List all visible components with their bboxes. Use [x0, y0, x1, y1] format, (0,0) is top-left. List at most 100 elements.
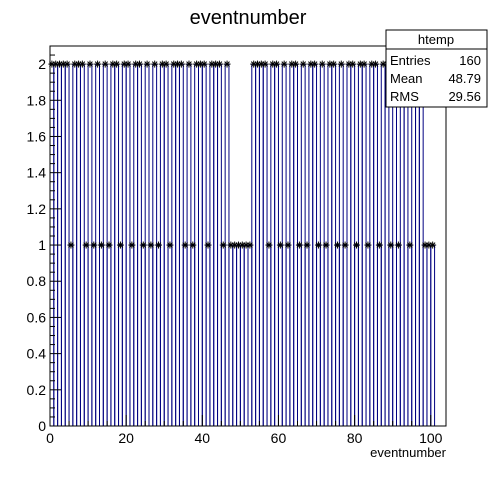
- data-point-marker: [67, 241, 75, 249]
- marker-stroke: [106, 242, 112, 248]
- marker-stroke: [220, 242, 227, 248]
- data-point-marker: [292, 60, 300, 68]
- data-point-marker: [280, 60, 288, 68]
- y-tick-label: 2: [38, 56, 46, 72]
- data-point-marker: [353, 241, 361, 249]
- marker-stroke: [429, 242, 436, 248]
- data-point-marker: [97, 241, 105, 249]
- marker-stroke: [117, 242, 124, 248]
- data-point-marker: [113, 60, 121, 68]
- marker-stroke: [182, 242, 188, 248]
- marker-stroke: [98, 242, 105, 248]
- marker-stroke: [205, 242, 211, 248]
- data-point-marker: [155, 241, 163, 249]
- marker-stroke: [87, 61, 93, 67]
- data-point-marker: [330, 60, 338, 68]
- marker-stroke: [387, 242, 394, 248]
- marker-stroke: [151, 61, 158, 67]
- marker-stroke: [372, 61, 379, 67]
- data-point-marker: [265, 241, 273, 249]
- marker-stroke: [338, 61, 345, 67]
- data-point-marker: [318, 60, 326, 68]
- marker-stroke: [64, 61, 70, 67]
- data-point-marker: [181, 241, 189, 249]
- marker-stroke: [292, 61, 299, 67]
- marker-stroke: [273, 61, 280, 67]
- data-point-marker: [429, 241, 437, 249]
- stats-rms-value: 29.56: [448, 89, 481, 104]
- data-point-marker: [341, 241, 349, 249]
- marker-stroke: [216, 61, 223, 67]
- marker-stroke: [102, 61, 109, 67]
- y-tick-label: 1.6: [27, 128, 47, 144]
- marker-stroke: [342, 242, 348, 248]
- marker-stroke: [94, 61, 101, 67]
- marker-stroke: [140, 242, 147, 248]
- marker-stroke: [113, 61, 120, 67]
- x-tick-label: 0: [46, 430, 54, 446]
- marker-stroke: [349, 61, 356, 67]
- data-point-marker: [261, 60, 269, 68]
- marker-stroke: [395, 242, 402, 248]
- data-point-marker: [185, 60, 193, 68]
- marker-stroke: [79, 61, 86, 67]
- marker-stroke: [125, 61, 131, 67]
- stats-entries-value: 160: [459, 53, 481, 68]
- marker-stroke: [83, 242, 89, 248]
- data-point-marker: [375, 241, 383, 249]
- data-point-marker: [90, 241, 98, 249]
- data-point-marker: [349, 60, 357, 68]
- marker-stroke: [189, 242, 196, 248]
- marker-stroke: [315, 242, 322, 248]
- data-point-marker: [177, 60, 185, 68]
- data-point-marker: [82, 241, 90, 249]
- marker-stroke: [247, 242, 253, 248]
- data-point-marker: [128, 241, 136, 249]
- data-point-marker: [204, 241, 212, 249]
- y-tick-label: 0: [38, 418, 46, 434]
- data-point-marker: [284, 241, 292, 249]
- data-point-marker: [215, 60, 223, 68]
- marker-stroke: [129, 242, 135, 248]
- data-point-marker: [143, 60, 151, 68]
- stats-entries-label: Entries: [390, 53, 431, 68]
- data-point-marker: [147, 241, 155, 249]
- stats-rms-label: RMS: [390, 89, 419, 104]
- y-tick-label: 0.4: [27, 346, 47, 362]
- x-axis-label: eventnumber: [370, 445, 447, 460]
- data-point-marker: [246, 241, 254, 249]
- data-point-marker: [124, 60, 132, 68]
- y-axis: 0 0.2 0.4 0.6 0.8 1 1.2 1.4 1.6 1.8 2: [27, 45, 61, 434]
- marker-stroke: [224, 61, 230, 67]
- data-point-marker: [151, 60, 159, 68]
- data-point-marker: [311, 60, 319, 68]
- data-point-marker: [101, 60, 109, 68]
- marker-stroke: [262, 61, 268, 67]
- data-point-marker: [86, 60, 94, 68]
- marker-stroke: [353, 242, 360, 248]
- data-point-marker: [135, 60, 143, 68]
- marker-stroke: [144, 61, 150, 67]
- marker-stroke: [304, 242, 310, 248]
- y-tick-label: 1: [38, 237, 46, 253]
- data-point-marker: [406, 241, 414, 249]
- data-point-marker: [78, 60, 86, 68]
- data-point-marker: [116, 241, 124, 249]
- marker-stroke: [300, 61, 307, 67]
- y-tick-label: 0.8: [27, 273, 47, 289]
- data-point-marker: [299, 60, 307, 68]
- data-point-marker: [360, 60, 368, 68]
- data-point-marker: [276, 241, 284, 249]
- x-tick-label: 100: [419, 430, 443, 446]
- x-tick-label: 40: [195, 430, 211, 446]
- stats-box-title: htemp: [418, 32, 454, 47]
- data-point-marker: [387, 241, 395, 249]
- data-point-marker: [314, 241, 322, 249]
- data-point-marker: [372, 60, 380, 68]
- data-point-marker: [394, 241, 402, 249]
- marker-stroke: [155, 242, 162, 248]
- data-point-marker: [364, 241, 372, 249]
- y-tick-label: 0.2: [27, 382, 47, 398]
